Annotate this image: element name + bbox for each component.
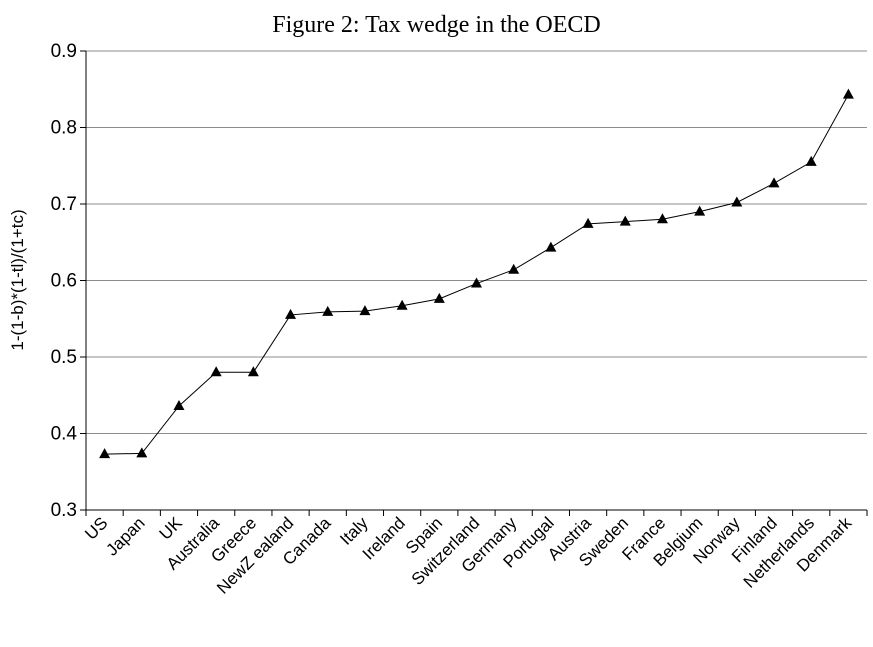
data-point-marker <box>545 241 557 252</box>
data-point-marker <box>247 366 259 377</box>
x-tick-label: Ireland <box>359 513 409 563</box>
x-tick-label: Japan <box>102 513 148 559</box>
y-tick-label: 0.3 <box>51 500 77 521</box>
data-point-marker <box>694 205 706 216</box>
chart-title: Figure 2: Tax wedge in the OECD <box>272 12 601 38</box>
data-point-marker <box>842 88 854 99</box>
y-tick-labels: 0.3 0.4 0.5 0.6 0.7 0.8 0.9 <box>51 41 78 521</box>
data-point-marker <box>619 215 631 226</box>
axes <box>80 50 868 516</box>
data-point-marker <box>508 263 520 274</box>
y-tick-label: 0.4 <box>51 424 78 445</box>
data-point-marker <box>210 366 222 377</box>
data-point-marker <box>322 305 334 316</box>
data-point-marker <box>136 447 148 458</box>
data-point-marker <box>396 299 408 310</box>
data-point-marker <box>359 305 371 316</box>
data-point-marker <box>471 277 482 288</box>
x-tick-label: UK <box>156 513 187 544</box>
series-layer <box>99 88 854 459</box>
y-tick-label: 0.8 <box>51 118 77 139</box>
data-point-marker <box>656 213 668 224</box>
y-tick-label: 0.9 <box>51 41 77 62</box>
x-tick-label: US <box>81 513 111 543</box>
data-point-marker <box>805 155 817 166</box>
y-tick-label: 0.6 <box>51 271 77 292</box>
data-point-marker <box>731 196 743 207</box>
y-axis-label: 1-(1-b)*(1-tl)/(1+tc) <box>8 209 27 350</box>
y-tick-label: 0.5 <box>51 347 77 368</box>
data-point-marker <box>768 177 780 188</box>
gridlines <box>86 50 867 434</box>
data-point-marker <box>582 217 594 228</box>
y-tick-label: 0.7 <box>51 194 77 215</box>
series-line <box>104 94 849 455</box>
data-point-marker <box>285 308 297 319</box>
data-point-marker <box>173 399 185 410</box>
data-point-marker <box>99 448 111 459</box>
data-point-marker <box>433 292 445 303</box>
